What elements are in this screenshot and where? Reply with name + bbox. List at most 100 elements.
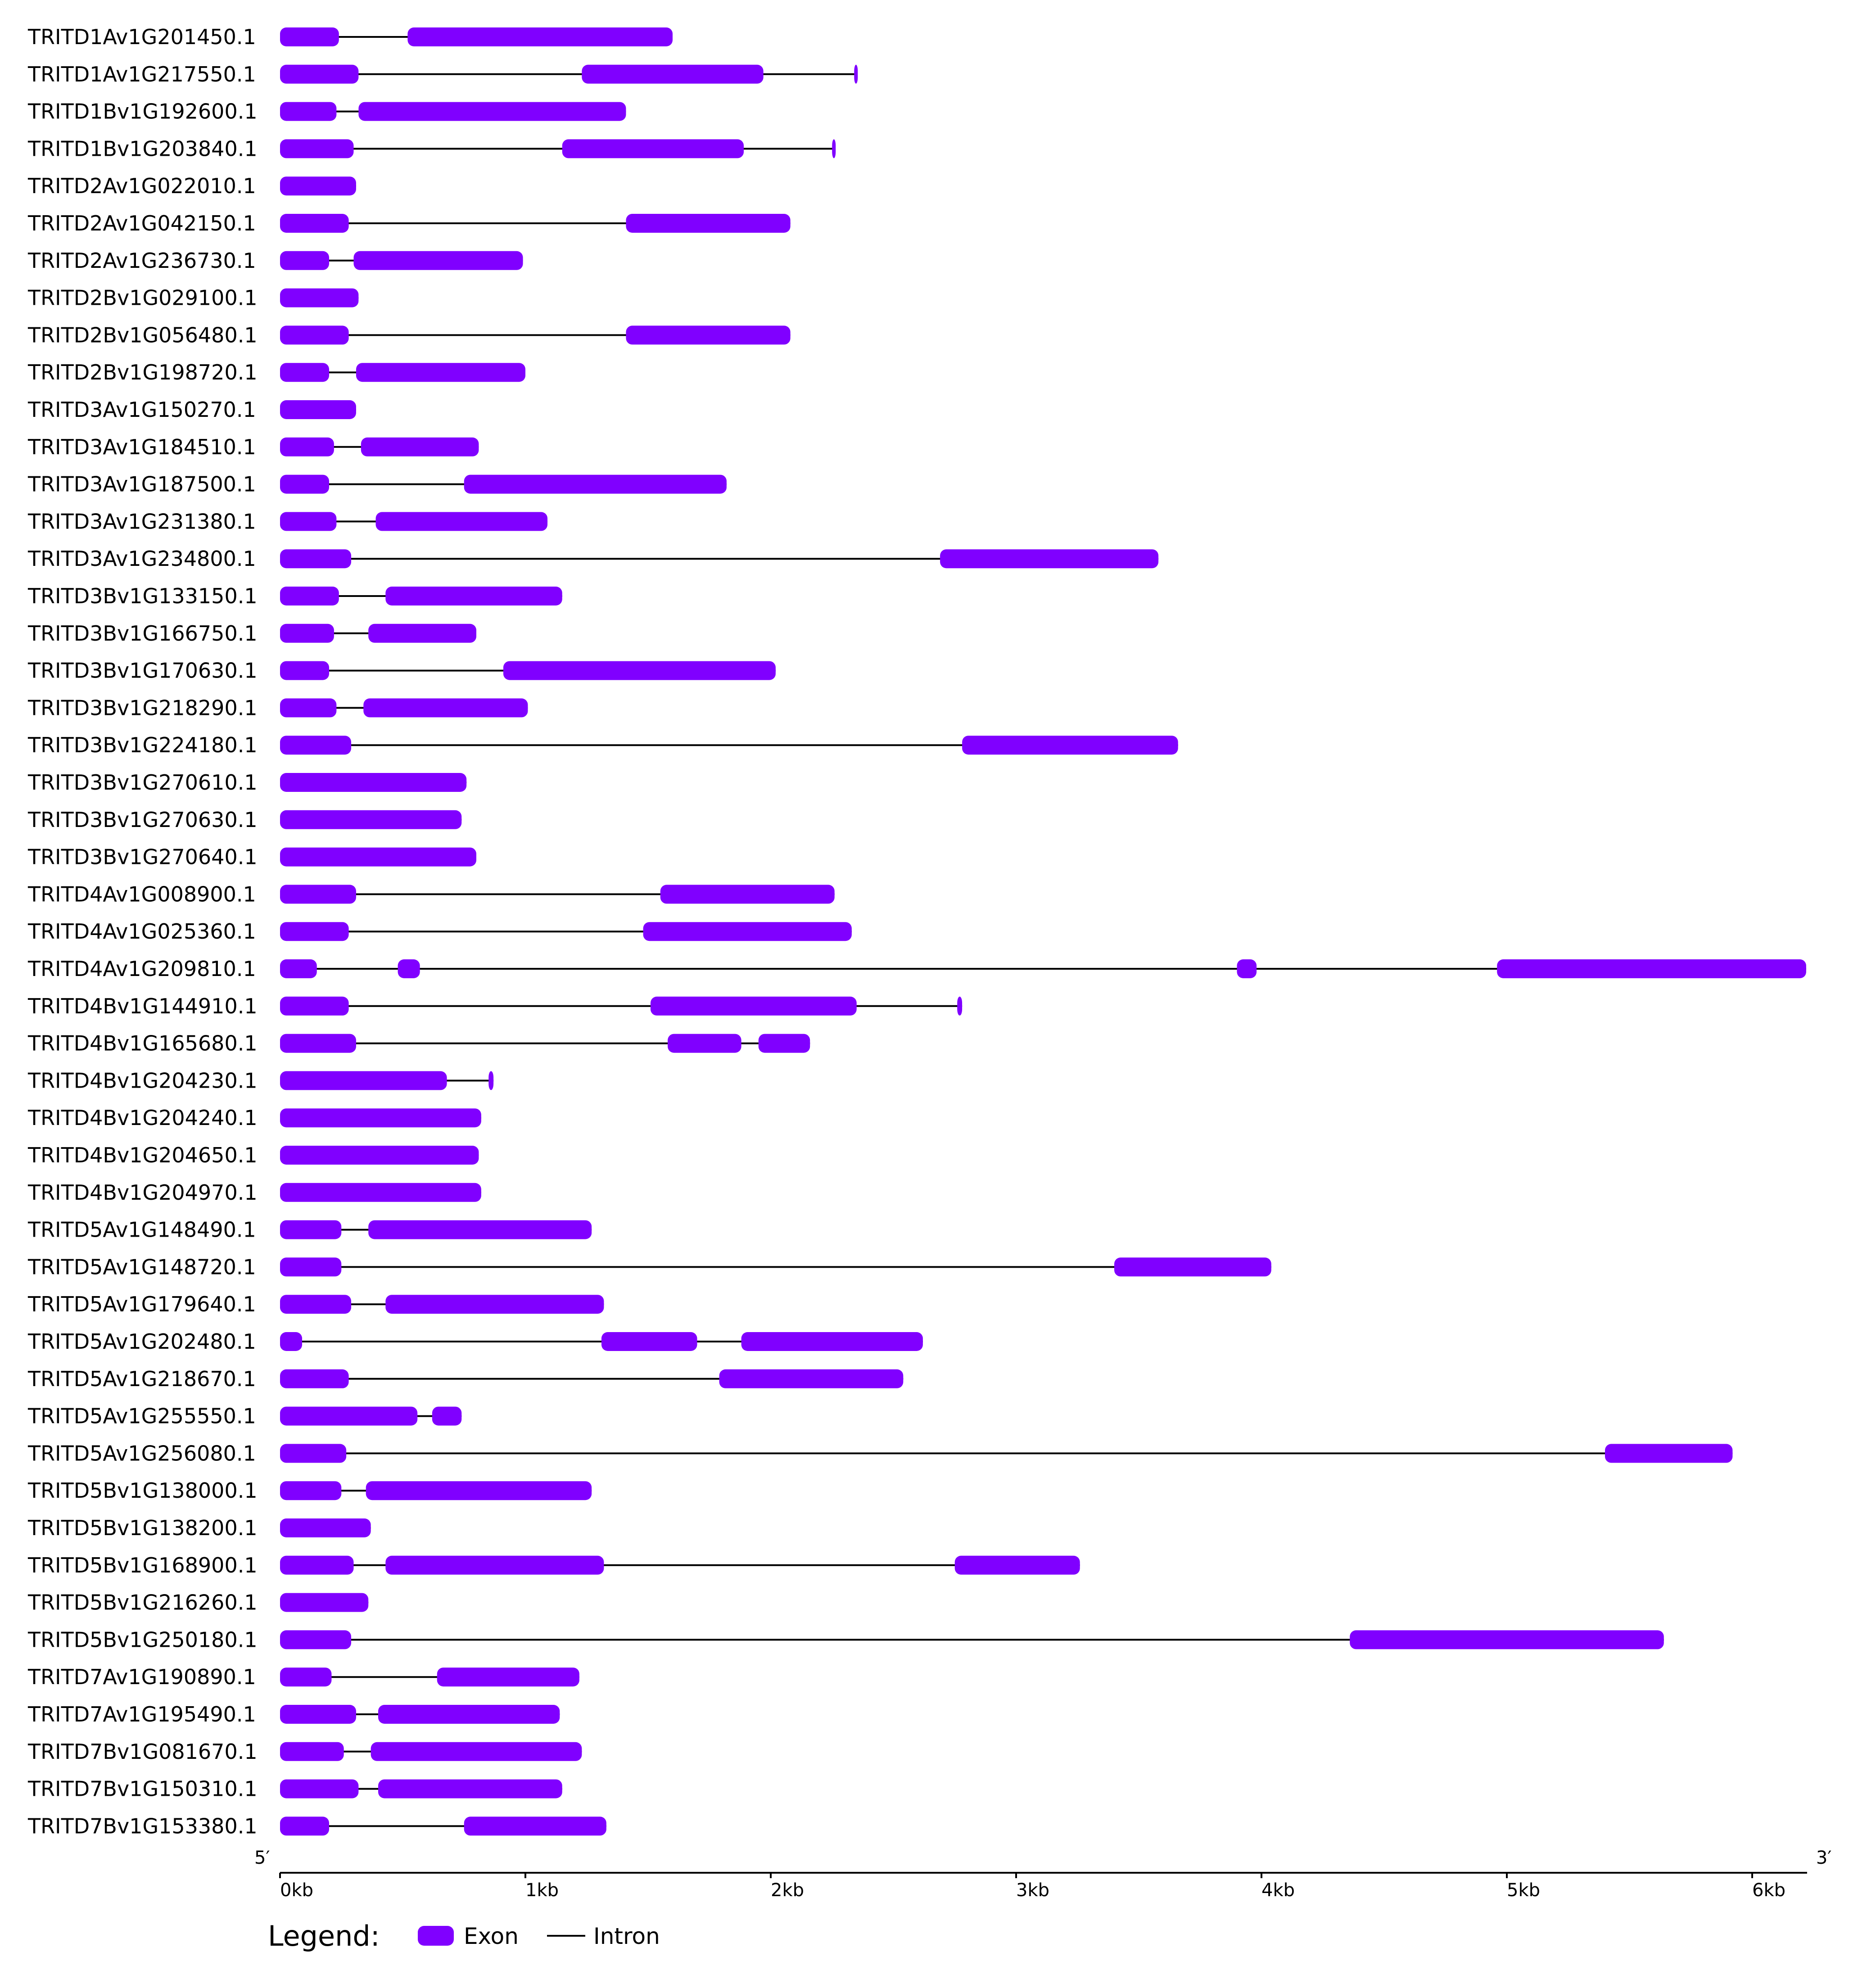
legend: Legend: Exon Intron [268,1920,660,1952]
gene-row: TRITD7Av1G190890.1 [27,1665,579,1689]
exon-block [385,1555,604,1575]
exon-block [280,1332,303,1351]
gene-label: TRITD2Bv1G198720.1 [27,360,258,384]
exon-block [758,1034,810,1053]
exon-block [626,325,791,345]
gene-label: TRITD4Bv1G204230.1 [27,1068,258,1093]
gene-rows: TRITD1Av1G201450.1 TRITD1Av1G217550.1 TRIT… [27,25,1806,1838]
exon-block [954,1555,1080,1575]
exon-block [1497,959,1806,978]
gene-row: TRITD3Bv1G270630.1 [27,808,462,832]
axis-ticks: 0kb 1kb 2kb 3kb 4kb 5kb 6kb [279,1873,1786,1901]
exon-block [371,1742,582,1761]
gene-label: TRITD1Av1G201450.1 [27,25,256,49]
exon-block [280,102,337,121]
gene-label: TRITD5Bv1G216260.1 [27,1590,258,1615]
gene-label: TRITD3Bv1G170630.1 [27,659,258,683]
exon-block [378,1779,562,1798]
gene-row: TRITD5Bv1G138200.1 [27,1516,371,1540]
gene-row: TRITD4Av1G209810.1 [27,957,1806,981]
kb-axis: 5′ 3′ 0kb 1kb 2kb 3kb 4kb 5kb 6kb [254,1848,1831,1901]
exon-block [280,512,337,531]
exon-block [957,996,963,1016]
gene-row: TRITD2Av1G022010.1 [27,174,356,198]
gene-row: TRITD5Av1G256080.1 [27,1441,1733,1465]
gene-row: TRITD2Bv1G056480.1 [27,323,791,347]
exon-block [280,1518,371,1537]
exon-block [940,549,1159,569]
exon-block [280,885,356,904]
gene-label: TRITD3Bv1G270610.1 [27,770,258,795]
gene-row: TRITD5Bv1G168900.1 [27,1553,1080,1577]
legend-exon-swatch [418,1926,454,1946]
exon-block [280,1481,342,1500]
gene-row: TRITD5Av1G218670.1 [27,1367,904,1391]
exon-block [353,251,523,270]
gene-label: TRITD4Bv1G165680.1 [27,1031,258,1056]
gene-row: TRITD3Av1G231380.1 [27,509,548,533]
tick-label: 1kb [525,1880,559,1901]
exon-block [432,1406,462,1426]
exon-block [464,474,727,494]
exon-block [280,736,352,755]
tick-label: 0kb [280,1880,313,1901]
gene-row: TRITD3Av1G187500.1 [27,472,727,497]
gene-row: TRITD4Av1G025360.1 [27,919,852,944]
gene-label: TRITD5Av1G148490.1 [27,1218,256,1242]
exon-block [280,773,467,792]
exon-block [378,1705,560,1724]
tick-label: 4kb [1261,1880,1295,1901]
exon-block [832,139,836,158]
gene-row: TRITD5Av1G179640.1 [27,1292,604,1316]
gene-label: TRITD3Bv1G270630.1 [27,808,258,832]
gene-label: TRITD2Bv1G056480.1 [27,323,258,347]
exon-block [280,474,329,494]
exon-block [503,661,776,680]
exon-block [280,27,339,46]
tick-label: 3kb [1016,1880,1049,1901]
exon-block [280,847,476,867]
gene-label: TRITD2Av1G042150.1 [27,211,256,235]
exon-block [368,1220,592,1239]
exon-block [407,27,673,46]
three-prime-label: 3′ [1816,1848,1832,1868]
gene-label: TRITD7Av1G195490.1 [27,1702,256,1726]
gene-label: TRITD5Av1G255550.1 [27,1404,256,1428]
exon-block [280,996,349,1016]
exon-block [1114,1257,1271,1277]
exon-block [398,959,420,978]
gene-row: TRITD1Av1G201450.1 [27,25,673,49]
exon-block [437,1667,579,1687]
exon-block [280,325,349,345]
exon-block [280,1295,352,1314]
legend-title: Legend: [268,1920,380,1952]
exon-block [280,1667,332,1687]
gene-row: TRITD2Bv1G198720.1 [27,360,525,384]
gene-label: TRITD5Bv1G168900.1 [27,1553,258,1577]
exon-block [366,1481,592,1500]
gene-label: TRITD4Av1G025360.1 [27,919,256,944]
gene-row: TRITD3Bv1G166750.1 [27,621,476,646]
exon-block [385,587,562,605]
gene-row: TRITD7Bv1G081670.1 [27,1740,582,1764]
gene-row: TRITD3Av1G234800.1 [27,547,1159,571]
gene-row: TRITD3Bv1G224180.1 [27,733,1178,757]
exon-block [280,251,329,270]
gene-row: TRITD5Av1G148490.1 [27,1218,592,1242]
exon-block [1605,1444,1733,1463]
exon-block [280,1742,344,1761]
gene-row: TRITD5Bv1G250180.1 [27,1627,1664,1652]
tick-label: 6kb [1752,1880,1786,1901]
exon-block [280,1444,347,1463]
exon-block [562,139,744,158]
gene-row: TRITD1Av1G217550.1 [27,62,858,86]
gene-row: TRITD5Av1G255550.1 [27,1404,462,1428]
gene-row: TRITD7Av1G195490.1 [27,1702,560,1726]
gene-row: TRITD7Bv1G153380.1 [27,1814,606,1838]
tick-label: 2kb [771,1880,804,1901]
exon-block [280,922,349,941]
gene-label: TRITD5Av1G202480.1 [27,1329,256,1354]
gene-label: TRITD4Av1G209810.1 [27,957,256,981]
exon-block [280,1593,369,1612]
